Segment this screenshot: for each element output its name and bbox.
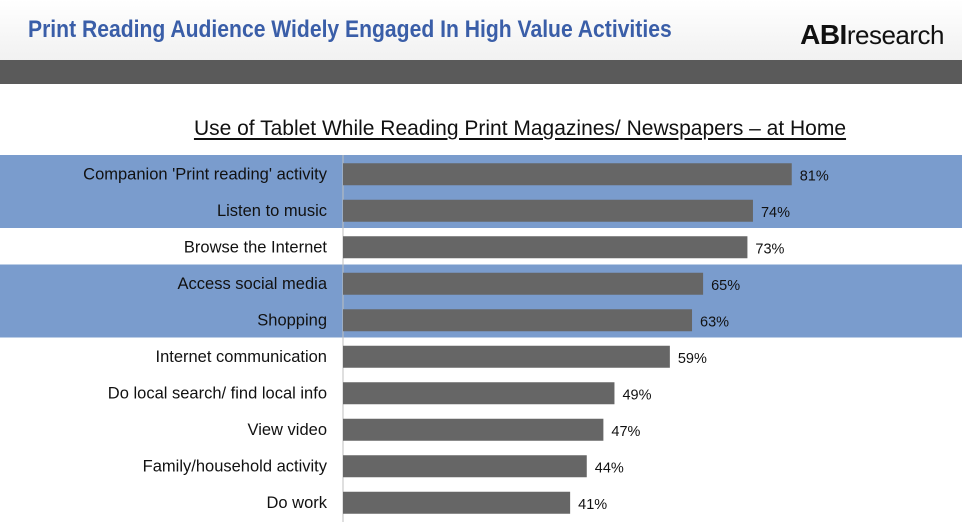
- category-label: Companion 'Print reading' activity: [83, 165, 328, 183]
- chart-title: Use of Tablet While Reading Print Magazi…: [193, 117, 847, 140]
- bar: [343, 199, 753, 222]
- header-divider-band: [0, 60, 962, 84]
- bar: [343, 309, 693, 332]
- data-label: 49%: [622, 387, 651, 403]
- bar: [343, 345, 670, 368]
- logo-light-text: research: [846, 20, 945, 50]
- data-label: 63%: [700, 314, 729, 330]
- logo-bold-text: ABI: [800, 19, 847, 50]
- bar: [343, 236, 748, 259]
- data-label: 47%: [611, 424, 640, 440]
- category-label: Access social media: [178, 275, 328, 293]
- category-label: Do work: [266, 494, 327, 512]
- bar: [343, 382, 615, 405]
- bar: [343, 418, 604, 441]
- bar: [343, 272, 704, 295]
- slide-title: Print Reading Audience Widely Engaged In…: [28, 16, 672, 43]
- data-label: 59%: [678, 351, 707, 367]
- data-label: 73%: [755, 241, 784, 257]
- data-label: 74%: [761, 205, 790, 221]
- bar: [343, 455, 587, 478]
- data-label: 65%: [711, 278, 740, 294]
- slide-header: Print Reading Audience Widely Engaged In…: [0, 0, 962, 60]
- category-label: Shopping: [257, 311, 327, 329]
- data-label: 41%: [578, 497, 607, 513]
- category-label: Do local search/ find local info: [108, 384, 327, 402]
- category-label: Browse the Internet: [184, 238, 327, 256]
- data-label: 44%: [595, 460, 624, 476]
- category-label: Internet communication: [155, 348, 327, 366]
- category-label: View video: [248, 421, 328, 439]
- abi-research-logo: ABIresearch: [800, 19, 944, 51]
- data-label: 81%: [800, 168, 829, 184]
- category-label: Listen to music: [217, 202, 327, 220]
- bar: [343, 491, 571, 514]
- bar: [343, 163, 792, 186]
- category-label: Family/household activity: [143, 457, 328, 475]
